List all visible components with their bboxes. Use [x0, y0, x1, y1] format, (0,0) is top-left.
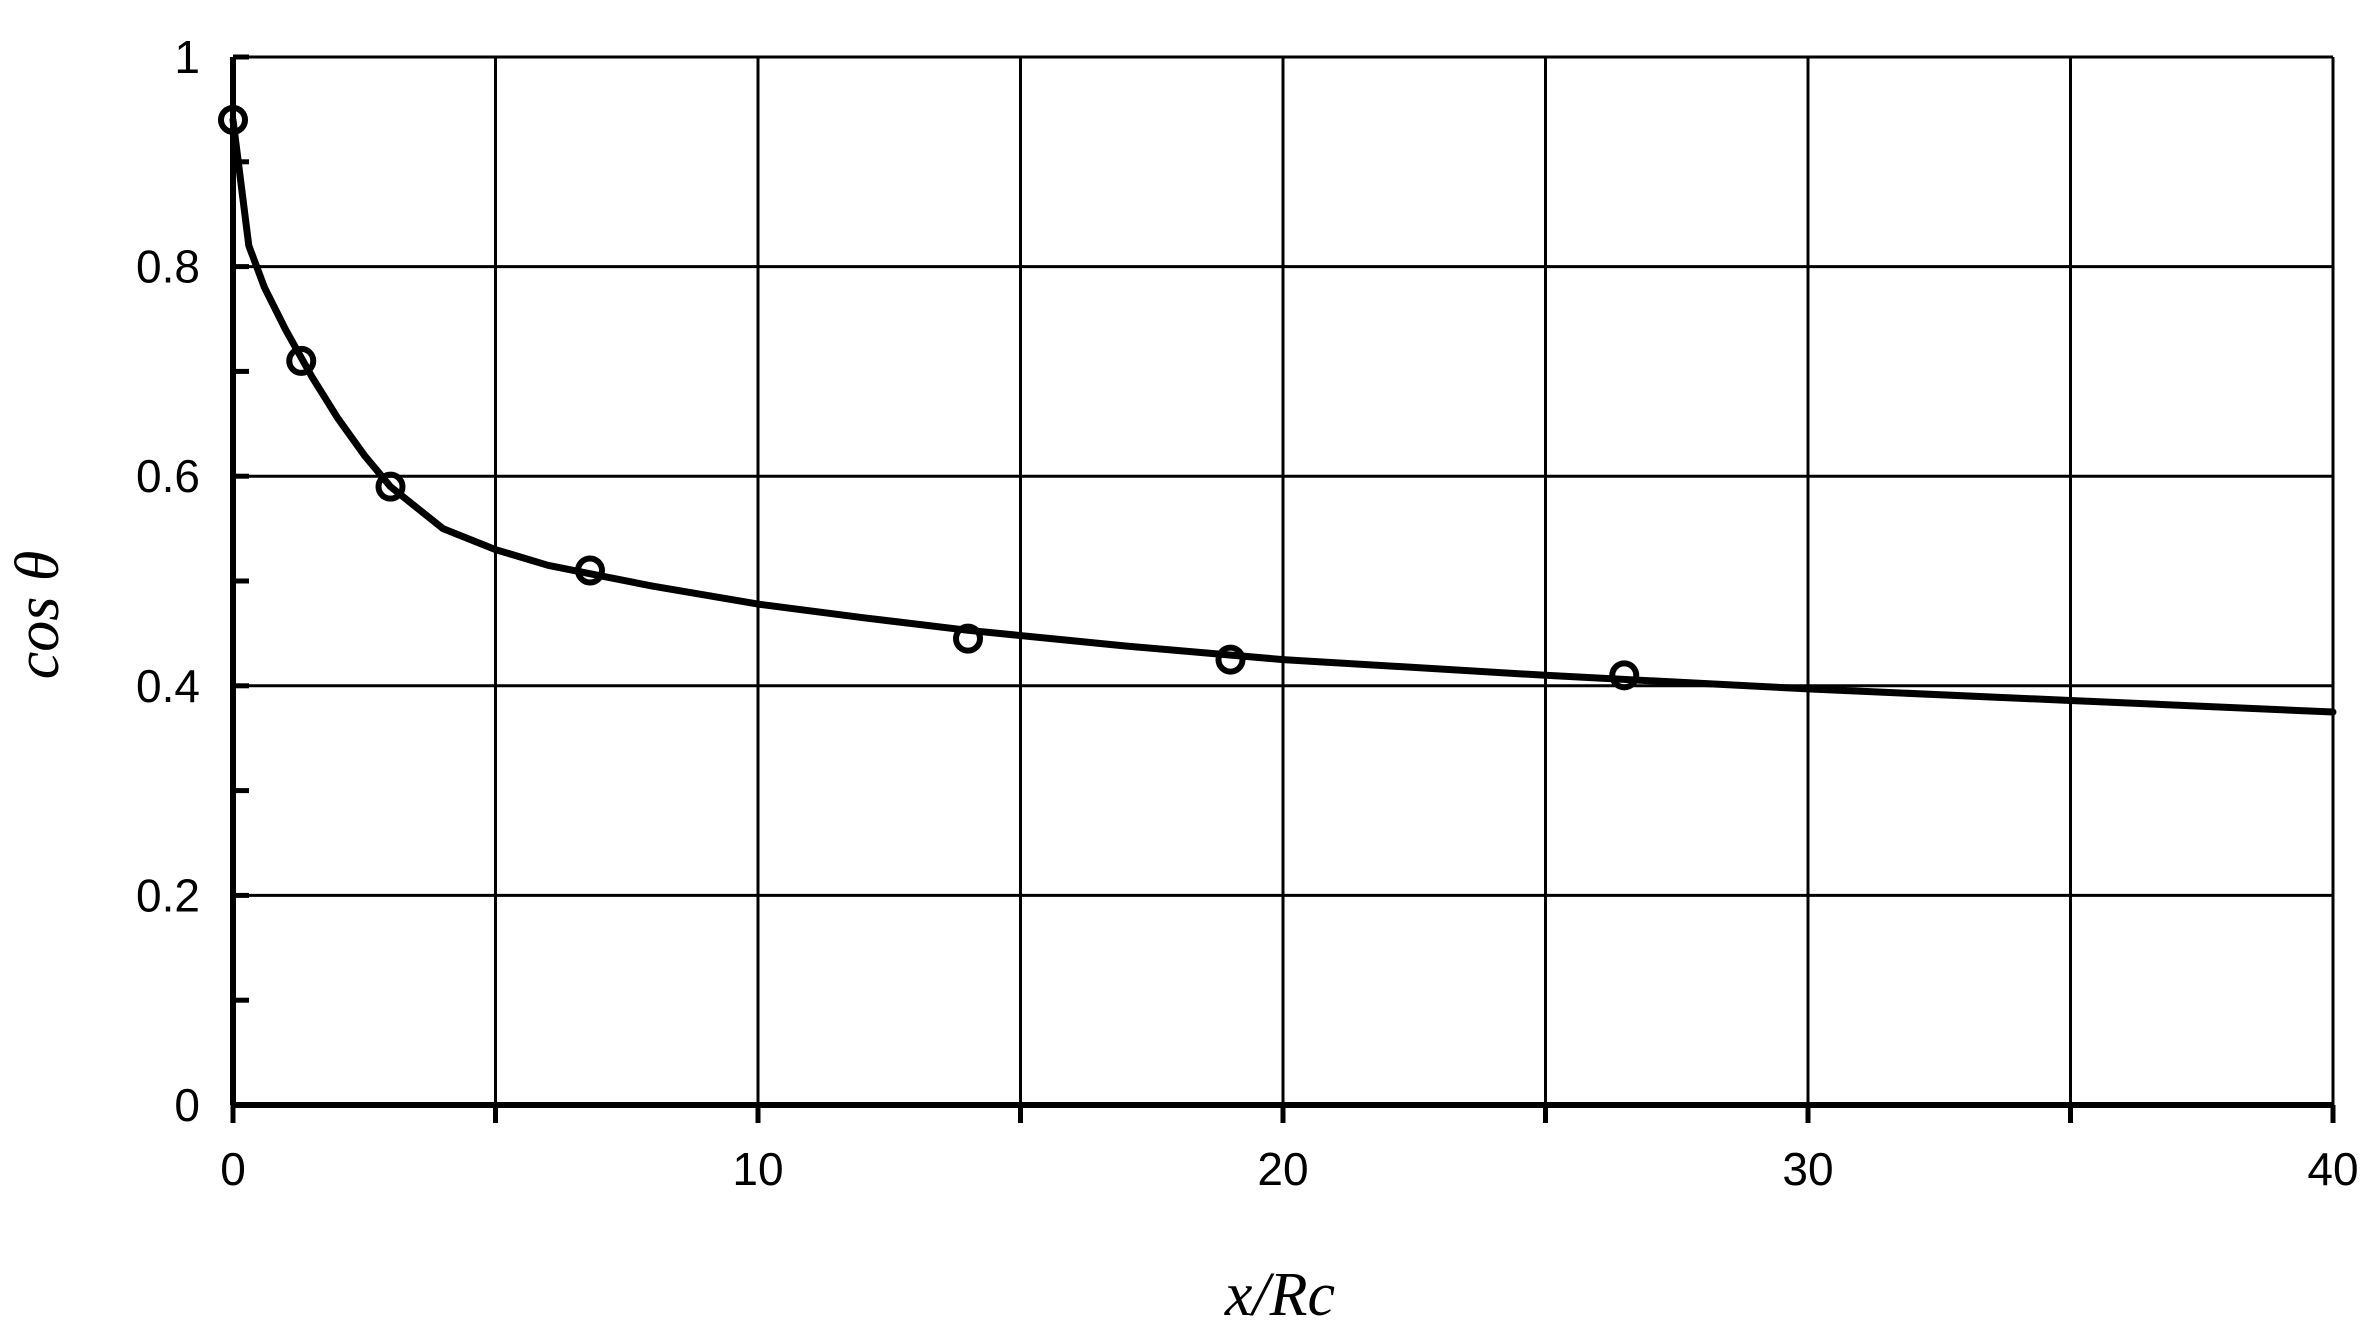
y-tick-label: 0.4 [136, 660, 200, 712]
y-tick-label: 0.6 [136, 450, 200, 502]
data-point-marker [375, 471, 406, 502]
grid-lines [233, 55, 2335, 1105]
fit-curve [229, 116, 2337, 716]
y-tick-label: 0 [174, 1079, 200, 1131]
x-tick-label: 0 [220, 1143, 246, 1195]
axes [230, 54, 2336, 1123]
x-tick-labels: 0 10 20 30 40 [220, 1143, 2358, 1195]
x-tick-label: 10 [732, 1143, 783, 1195]
y-tick-label: 1 [174, 31, 200, 83]
x-tick-label: 40 [2307, 1143, 2358, 1195]
y-axis-title: cos θ [4, 551, 72, 680]
data-point-marker [953, 623, 983, 654]
data-point-marker [575, 555, 605, 586]
y-tick-label: 0.2 [136, 869, 200, 921]
data-point-marker [1215, 644, 1246, 675]
data-point-marker [218, 104, 248, 135]
y-tick-labels: 0 0.2 0.4 0.6 0.8 1 [136, 31, 200, 1131]
data-points [218, 104, 1640, 691]
y-tick-label: 0.8 [136, 241, 200, 293]
data-point-marker [1609, 660, 1640, 691]
x-tick-label: 20 [1257, 1143, 1308, 1195]
data-point-marker [286, 345, 317, 376]
x-axis-title: x/Rc [1224, 1261, 1335, 1329]
x-tick-label: 30 [1782, 1143, 1833, 1195]
fit-curve-line [229, 116, 2337, 716]
